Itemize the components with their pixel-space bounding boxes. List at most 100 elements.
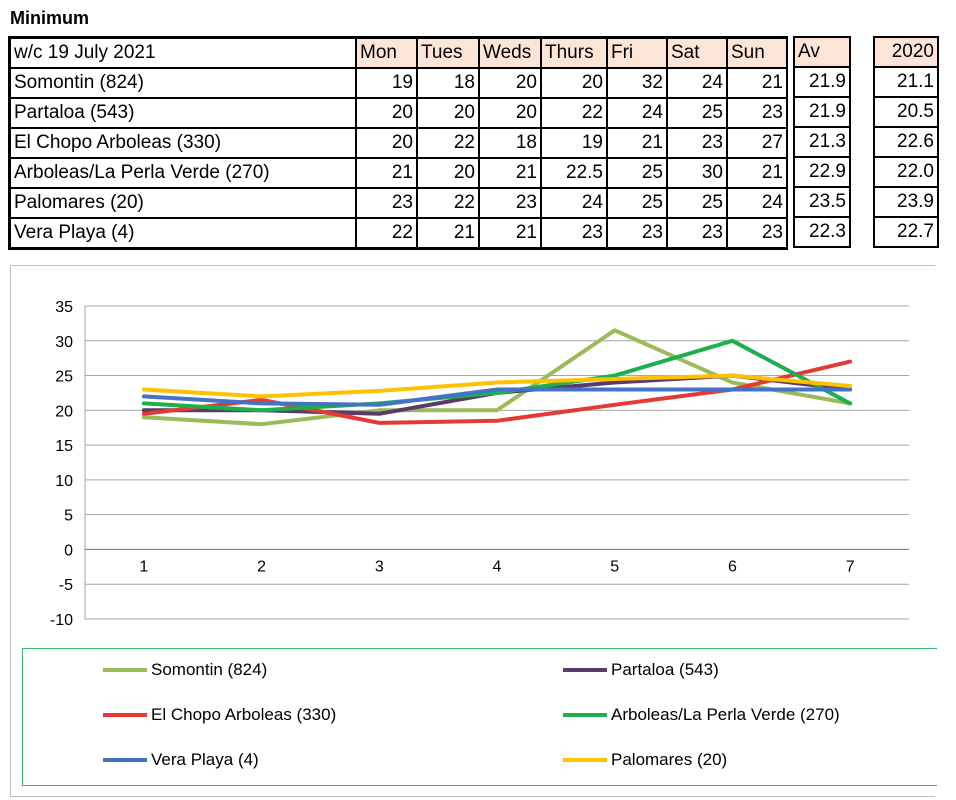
x-tick-label: 5 xyxy=(610,558,619,575)
line-chart: 35 30 25 20 15 10 5 0 -5 -10 1 2 3 4 5 6 7 xyxy=(50,299,909,629)
year-cell: 22.7 xyxy=(873,216,939,248)
legend-item: Palomares (20) xyxy=(563,748,727,772)
table-cell: 20 xyxy=(540,67,608,99)
table-cell: 20 xyxy=(478,97,542,129)
table-cell: 23 xyxy=(666,217,728,250)
chart-legend: Somontin (824) Partaloa (543) El Chopo Arb… xyxy=(22,648,937,786)
x-tick-label: 1 xyxy=(139,558,148,575)
legend-swatch xyxy=(103,758,147,762)
table-cell: 23 xyxy=(726,97,788,129)
legend-label: Somontin (824) xyxy=(151,660,268,679)
table-cell: 20 xyxy=(416,97,480,129)
day-header: Sat xyxy=(666,36,728,69)
page-title: Minimum xyxy=(10,8,89,28)
chart-frame: 35 30 25 20 15 10 5 0 -5 -10 1 2 3 4 5 6 7 xyxy=(10,265,935,797)
series-line xyxy=(141,373,853,399)
av-cell: 21.3 xyxy=(793,126,851,158)
table-cell: 25 xyxy=(606,157,668,189)
av-cell: 22.3 xyxy=(793,216,851,248)
table-cell: 21 xyxy=(478,217,542,250)
y-tick-label: -10 xyxy=(50,612,73,629)
table-cell: 23 xyxy=(606,217,668,250)
table-cell: 20 xyxy=(478,67,542,99)
day-header: Tues xyxy=(416,36,480,69)
table-cell: 21 xyxy=(606,127,668,159)
year-2020-column: 2020 21.1 20.5 22.6 22.0 23.9 22.7 xyxy=(873,36,939,248)
legend-swatch xyxy=(563,758,607,762)
table-cell: 23 xyxy=(540,217,608,250)
day-header: Thurs xyxy=(540,36,608,69)
legend-label: Vera Playa (4) xyxy=(151,750,259,769)
legend-item: Arboleas/La Perla Verde (270) xyxy=(563,703,840,727)
year-header: 2020 xyxy=(873,36,939,68)
av-cell: 21.9 xyxy=(793,96,851,128)
day-header: Fri xyxy=(606,36,668,69)
table-cell: 30 xyxy=(666,157,728,189)
legend-swatch xyxy=(563,713,607,717)
table-row: Somontin (824) 19 18 20 20 32 24 21 xyxy=(8,67,788,99)
y-tick-label: 35 xyxy=(55,299,73,316)
table-cell: 23 xyxy=(478,187,542,219)
y-tick-label: 25 xyxy=(55,369,73,386)
y-tick-label: 0 xyxy=(64,542,73,559)
x-tick-label: 3 xyxy=(375,558,384,575)
legend-label: El Chopo Arboleas (330) xyxy=(151,705,337,724)
average-column: Av 21.9 21.9 21.3 22.9 23.5 22.3 xyxy=(793,36,851,248)
table-cell: 24 xyxy=(726,187,788,219)
series-line xyxy=(141,387,853,407)
legend-swatch xyxy=(103,668,147,672)
station-name: Arboleas/La Perla Verde (270) xyxy=(8,157,357,189)
table-cell: 22 xyxy=(416,187,480,219)
y-tick-label: 30 xyxy=(55,334,73,351)
legend-item: Somontin (824) xyxy=(103,658,267,682)
av-cell: 22.9 xyxy=(793,156,851,188)
station-name: Somontin (824) xyxy=(8,67,357,99)
table-cell: 22 xyxy=(355,217,418,250)
table-cell: 19 xyxy=(355,67,418,99)
table-cell: 23 xyxy=(726,217,788,250)
y-tick-label: -5 xyxy=(59,577,73,594)
table-cell: 22 xyxy=(416,127,480,159)
table-cell: 32 xyxy=(606,67,668,99)
station-name: Partaloa (543) xyxy=(8,97,357,129)
x-tick-label: 6 xyxy=(728,558,737,575)
table-row: Vera Playa (4) 22 21 21 23 23 23 23 xyxy=(8,217,788,250)
table-cell: 25 xyxy=(606,187,668,219)
x-tick-label: 4 xyxy=(493,558,502,575)
table-cell: 23 xyxy=(355,187,418,219)
legend-swatch xyxy=(103,713,147,717)
table-cell: 21 xyxy=(355,157,418,189)
table-cell: 23 xyxy=(666,127,728,159)
x-tick-label: 2 xyxy=(257,558,266,575)
legend-label: Arboleas/La Perla Verde (270) xyxy=(611,705,840,724)
table-cell: 20 xyxy=(355,127,418,159)
table-cell: 21 xyxy=(478,157,542,189)
year-cell: 22.0 xyxy=(873,156,939,188)
series-line xyxy=(141,328,853,427)
legend-label: Partaloa (543) xyxy=(611,660,719,679)
station-name: El Chopo Arboleas (330) xyxy=(8,127,357,159)
day-header: Sun xyxy=(726,36,788,69)
table-cell: 22.5 xyxy=(540,157,608,189)
table-cell: 20 xyxy=(416,157,480,189)
table-cell: 18 xyxy=(478,127,542,159)
table-cell: 24 xyxy=(666,67,728,99)
table-cell: 20 xyxy=(355,97,418,129)
legend-label: Palomares (20) xyxy=(611,750,728,769)
table-cell: 21 xyxy=(416,217,480,250)
table-cell: 24 xyxy=(540,187,608,219)
series-line xyxy=(141,338,853,413)
table-cell: 22 xyxy=(540,97,608,129)
week-label: w/c 19 July 2021 xyxy=(8,36,357,69)
table-header-row: w/c 19 July 2021 Mon Tues Weds Thurs Fri… xyxy=(8,36,788,69)
year-cell: 20.5 xyxy=(873,96,939,128)
table-cell: 25 xyxy=(666,187,728,219)
table-cell: 21 xyxy=(726,67,788,99)
minimum-temperature-table: w/c 19 July 2021 Mon Tues Weds Thurs Fri… xyxy=(8,36,788,250)
legend-swatch xyxy=(563,668,607,672)
table-cell: 25 xyxy=(666,97,728,129)
av-cell: 21.9 xyxy=(793,66,851,98)
av-header: Av xyxy=(793,36,851,68)
table-cell: 27 xyxy=(726,127,788,159)
y-tick-label: 20 xyxy=(55,403,73,420)
